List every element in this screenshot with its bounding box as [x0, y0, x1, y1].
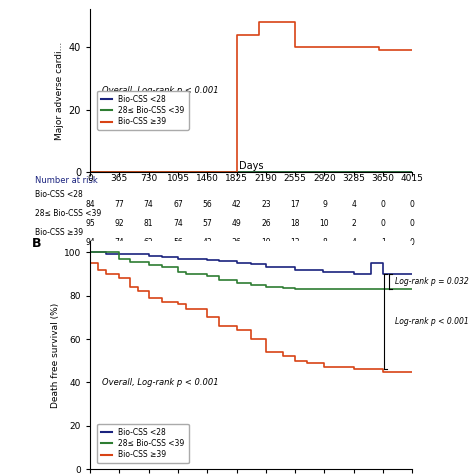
- Legend: Bio-CSS <28, 28≤ Bio-CSS <39, Bio-CSS ≥39: Bio-CSS <28, 28≤ Bio-CSS <39, Bio-CSS ≥3…: [97, 91, 189, 130]
- Text: 1: 1: [381, 238, 385, 247]
- Text: 1095: 1095: [166, 173, 190, 182]
- Text: 4015: 4015: [401, 173, 424, 182]
- Text: 81: 81: [144, 219, 154, 228]
- Text: 74: 74: [115, 238, 124, 247]
- Text: 49: 49: [232, 219, 241, 228]
- Text: Overall, Log-rank p < 0.001: Overall, Log-rank p < 0.001: [102, 378, 219, 387]
- Text: Bio-CSS <28: Bio-CSS <28: [36, 190, 83, 199]
- Text: 56: 56: [173, 238, 183, 247]
- Text: 94: 94: [85, 238, 95, 247]
- Text: 18: 18: [291, 219, 300, 228]
- Text: 3285: 3285: [342, 173, 365, 182]
- Text: 62: 62: [144, 238, 154, 247]
- Text: Bio-CSS ≥39: Bio-CSS ≥39: [36, 228, 83, 237]
- Text: 77: 77: [115, 200, 124, 209]
- Legend: Bio-CSS <28, 28≤ Bio-CSS <39, Bio-CSS ≥39: Bio-CSS <28, 28≤ Bio-CSS <39, Bio-CSS ≥3…: [97, 424, 189, 463]
- Text: 2190: 2190: [255, 173, 277, 182]
- Text: 0: 0: [381, 200, 385, 209]
- Text: 10: 10: [319, 219, 329, 228]
- Text: 0: 0: [410, 219, 415, 228]
- Text: 0: 0: [381, 219, 385, 228]
- Text: B: B: [32, 237, 42, 250]
- Text: 2555: 2555: [284, 173, 307, 182]
- Text: 17: 17: [291, 200, 300, 209]
- Text: 36: 36: [232, 238, 241, 247]
- Text: 4: 4: [351, 200, 356, 209]
- Text: 26: 26: [261, 219, 271, 228]
- Text: 365: 365: [111, 173, 128, 182]
- Text: 92: 92: [115, 219, 124, 228]
- Text: 95: 95: [85, 219, 95, 228]
- Text: 0: 0: [410, 200, 415, 209]
- Text: 2920: 2920: [313, 173, 336, 182]
- Text: Log-rank p = 0.032: Log-rank p = 0.032: [395, 277, 469, 286]
- Text: 74: 74: [144, 200, 154, 209]
- Text: 42: 42: [232, 200, 241, 209]
- Text: Number at risk: Number at risk: [36, 176, 98, 185]
- Text: 1825: 1825: [225, 173, 248, 182]
- Text: 4: 4: [351, 238, 356, 247]
- Text: 0: 0: [87, 173, 93, 182]
- Text: 3650: 3650: [372, 173, 394, 182]
- Text: 8: 8: [322, 238, 327, 247]
- Text: 67: 67: [173, 200, 183, 209]
- Text: 2: 2: [351, 219, 356, 228]
- Text: 28≤ Bio-CSS <39: 28≤ Bio-CSS <39: [36, 209, 102, 218]
- Text: Overall, Log-rank p < 0.001: Overall, Log-rank p < 0.001: [102, 86, 219, 95]
- Text: 13: 13: [291, 238, 300, 247]
- Text: 0: 0: [410, 238, 415, 247]
- Text: 730: 730: [140, 173, 157, 182]
- Text: Log-rank p < 0.001: Log-rank p < 0.001: [395, 317, 469, 326]
- Text: 56: 56: [202, 200, 212, 209]
- Y-axis label: Death free survival (%): Death free survival (%): [51, 303, 60, 408]
- Text: 1460: 1460: [196, 173, 219, 182]
- Text: 43: 43: [202, 238, 212, 247]
- Text: 57: 57: [202, 219, 212, 228]
- Text: 19: 19: [261, 238, 271, 247]
- Text: Days: Days: [239, 161, 264, 171]
- Text: 74: 74: [173, 219, 183, 228]
- Text: 23: 23: [261, 200, 271, 209]
- Y-axis label: Major adverse cardi...: Major adverse cardi...: [55, 42, 64, 140]
- Text: 84: 84: [85, 200, 95, 209]
- Text: 9: 9: [322, 200, 327, 209]
